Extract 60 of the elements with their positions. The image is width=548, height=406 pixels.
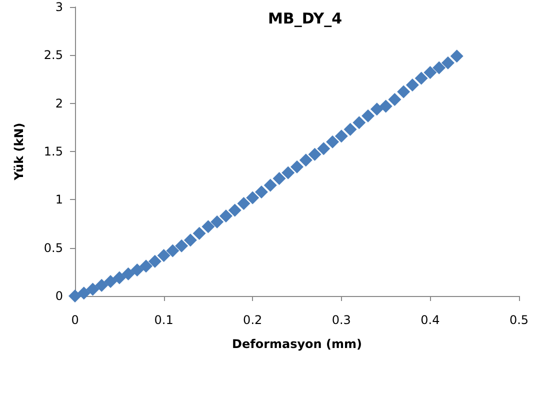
point [326, 135, 340, 148]
point [157, 249, 170, 262]
point [388, 92, 402, 106]
point [192, 226, 206, 240]
point [140, 260, 153, 273]
chart-title: MB_DY_4 [268, 10, 342, 28]
point [166, 244, 180, 258]
point [237, 197, 250, 210]
x-axis-title: Deformasyon (mm) [232, 337, 362, 351]
point [175, 239, 188, 252]
point [68, 290, 82, 302]
point [406, 78, 419, 92]
point [104, 275, 118, 288]
point [397, 85, 410, 98]
point [228, 204, 242, 217]
point [95, 278, 108, 292]
point [334, 130, 348, 143]
point [272, 172, 286, 185]
x-tick-label: 0.3 [332, 313, 351, 327]
y-tick-label: 1 [55, 192, 63, 207]
x-tick-label: 0.1 [154, 313, 174, 327]
point [370, 102, 384, 116]
point [441, 56, 454, 70]
point [219, 210, 232, 223]
y-tick-label: 3 [55, 0, 63, 14]
point [122, 267, 135, 280]
point [450, 50, 464, 63]
y-axis-title: Yük (kN) [12, 122, 26, 182]
point [254, 185, 268, 198]
x-tick-label: 0.2 [243, 313, 262, 327]
point [202, 220, 215, 234]
y-tick-label: 2 [55, 96, 63, 110]
point [352, 116, 366, 130]
y-tick-label: 1.5 [44, 144, 63, 158]
point [299, 154, 312, 167]
y-tick-label: 0.5 [44, 240, 63, 255]
x-tick-label: 0 [71, 313, 79, 327]
point [246, 191, 260, 204]
point [414, 72, 428, 85]
point [290, 160, 304, 174]
point [77, 286, 90, 300]
point [424, 66, 437, 80]
x-tick-label: 0.5 [509, 313, 529, 327]
y-tick-label: 2.5 [44, 48, 63, 62]
point [130, 263, 144, 276]
point [432, 61, 446, 74]
point [317, 142, 330, 156]
point [112, 271, 126, 284]
point [308, 148, 322, 161]
point [184, 234, 197, 247]
x-tick-label: 0.4 [420, 313, 440, 327]
point [148, 254, 162, 268]
point [264, 178, 277, 192]
point [362, 109, 375, 122]
point [344, 122, 357, 136]
point [282, 166, 295, 180]
y-tick-label: 0 [55, 289, 63, 303]
point [86, 282, 100, 296]
point [379, 100, 392, 113]
point [210, 215, 224, 228]
